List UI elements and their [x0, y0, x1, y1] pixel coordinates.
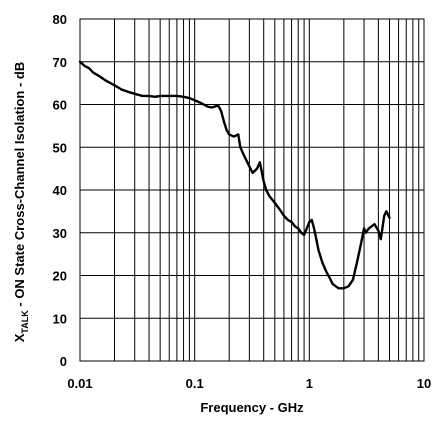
y-axis-title-subscript: TALK — [20, 310, 30, 334]
x-tick-label: 1 — [306, 376, 313, 391]
x-tick-label: 10 — [417, 376, 431, 391]
y-tick-label: 20 — [53, 269, 67, 284]
y-tick-label: 50 — [53, 140, 67, 155]
x-tick-label: 0.1 — [186, 376, 204, 391]
y-tick-label: 70 — [53, 55, 67, 70]
series-layer — [78, 60, 391, 290]
y-tick-label: 60 — [53, 98, 67, 113]
y-tick-label: 10 — [53, 311, 67, 326]
x-tick-label: 0.01 — [67, 376, 92, 391]
y-tick-label: 30 — [53, 226, 67, 241]
y-tick-label: 0 — [60, 354, 67, 369]
x-tick-labels: 0.01 0.1 1 10 — [67, 376, 431, 391]
x-axis-title: Frequency - GHz — [200, 400, 304, 415]
y-tick-label: 40 — [53, 183, 67, 198]
y-axis-title: XTALK - ON State Cross-Channel Isolation… — [12, 62, 30, 342]
y-axis-title-prefix: X — [12, 333, 27, 342]
y-tick-label: 80 — [53, 12, 67, 27]
series-line-1 — [78, 60, 391, 290]
plot-frame — [79, 18, 425, 362]
grid — [80, 19, 424, 361]
y-tick-labels: 0 10 20 30 40 50 60 70 80 — [53, 12, 67, 369]
y-axis-title-suffix: - ON State Cross-Channel Isolation - dB — [12, 62, 27, 310]
